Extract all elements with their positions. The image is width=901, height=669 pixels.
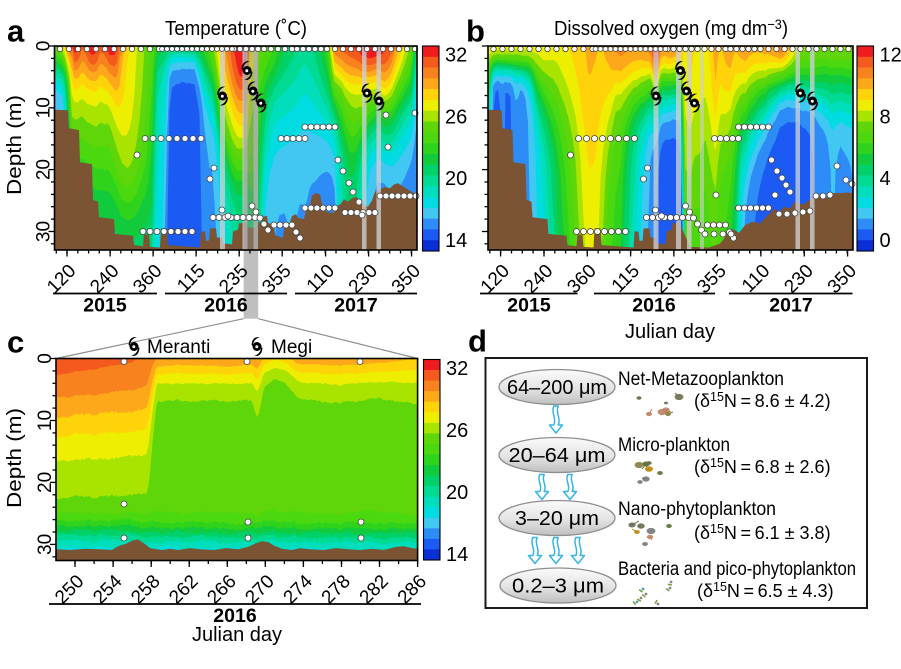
svg-text:Temperature (˚C): Temperature (˚C) xyxy=(165,17,307,40)
svg-text:2016: 2016 xyxy=(632,295,676,317)
svg-text:12: 12 xyxy=(880,45,901,67)
svg-text:Julian day: Julian day xyxy=(625,321,715,343)
svg-text:14: 14 xyxy=(446,544,468,566)
svg-text:2017: 2017 xyxy=(334,295,377,317)
svg-text:2015: 2015 xyxy=(83,295,127,317)
svg-text:10: 10 xyxy=(35,410,56,431)
svg-text:2016: 2016 xyxy=(204,295,248,317)
svg-text:Micro-plankton: Micro-plankton xyxy=(618,435,730,456)
svg-text:30: 30 xyxy=(34,221,55,242)
svg-text:b: b xyxy=(466,14,485,49)
svg-text:Depth (m): Depth (m) xyxy=(4,95,26,195)
svg-text:26: 26 xyxy=(445,106,467,128)
svg-text:Dissolved oxygen (mg dm−3): Dissolved oxygen (mg dm−3) xyxy=(554,16,788,40)
svg-text:20: 20 xyxy=(445,168,467,190)
svg-text:2015: 2015 xyxy=(507,295,551,317)
svg-text:c: c xyxy=(7,325,24,360)
svg-text:20–64 μm: 20–64 μm xyxy=(509,445,606,467)
svg-text:32: 32 xyxy=(446,358,468,380)
svg-text:32: 32 xyxy=(445,45,467,67)
svg-text:0.2–3 μm: 0.2–3 μm xyxy=(512,576,604,598)
svg-text:20: 20 xyxy=(446,482,468,504)
svg-text:10: 10 xyxy=(34,97,55,118)
svg-text:0: 0 xyxy=(35,353,56,364)
svg-text:26: 26 xyxy=(446,420,468,442)
svg-text:Nano-phytoplankton: Nano-phytoplankton xyxy=(618,499,776,520)
svg-text:2017: 2017 xyxy=(769,295,812,317)
svg-text:8: 8 xyxy=(880,106,891,128)
svg-text:4: 4 xyxy=(880,168,891,190)
svg-text:d: d xyxy=(468,324,487,359)
svg-text:Meranti: Meranti xyxy=(147,337,210,358)
svg-text:Depth (m): Depth (m) xyxy=(4,408,26,508)
svg-text:30: 30 xyxy=(35,534,56,555)
svg-text:0: 0 xyxy=(880,230,891,252)
svg-text:Julian day: Julian day xyxy=(192,624,282,646)
svg-text:20: 20 xyxy=(35,472,56,493)
svg-text:14: 14 xyxy=(445,230,467,252)
svg-text:3–20 μm: 3–20 μm xyxy=(515,508,599,530)
svg-text:Net-Metazooplankton: Net-Metazooplankton xyxy=(618,369,784,390)
svg-text:20: 20 xyxy=(34,159,55,180)
svg-text:a: a xyxy=(7,14,25,49)
svg-text:Megi: Megi xyxy=(271,337,312,358)
svg-text:Bacteria and pico-phytoplankto: Bacteria and pico-phytoplankton xyxy=(618,559,856,580)
svg-text:64–200 μm: 64–200 μm xyxy=(507,377,607,399)
svg-text:0: 0 xyxy=(34,41,55,52)
